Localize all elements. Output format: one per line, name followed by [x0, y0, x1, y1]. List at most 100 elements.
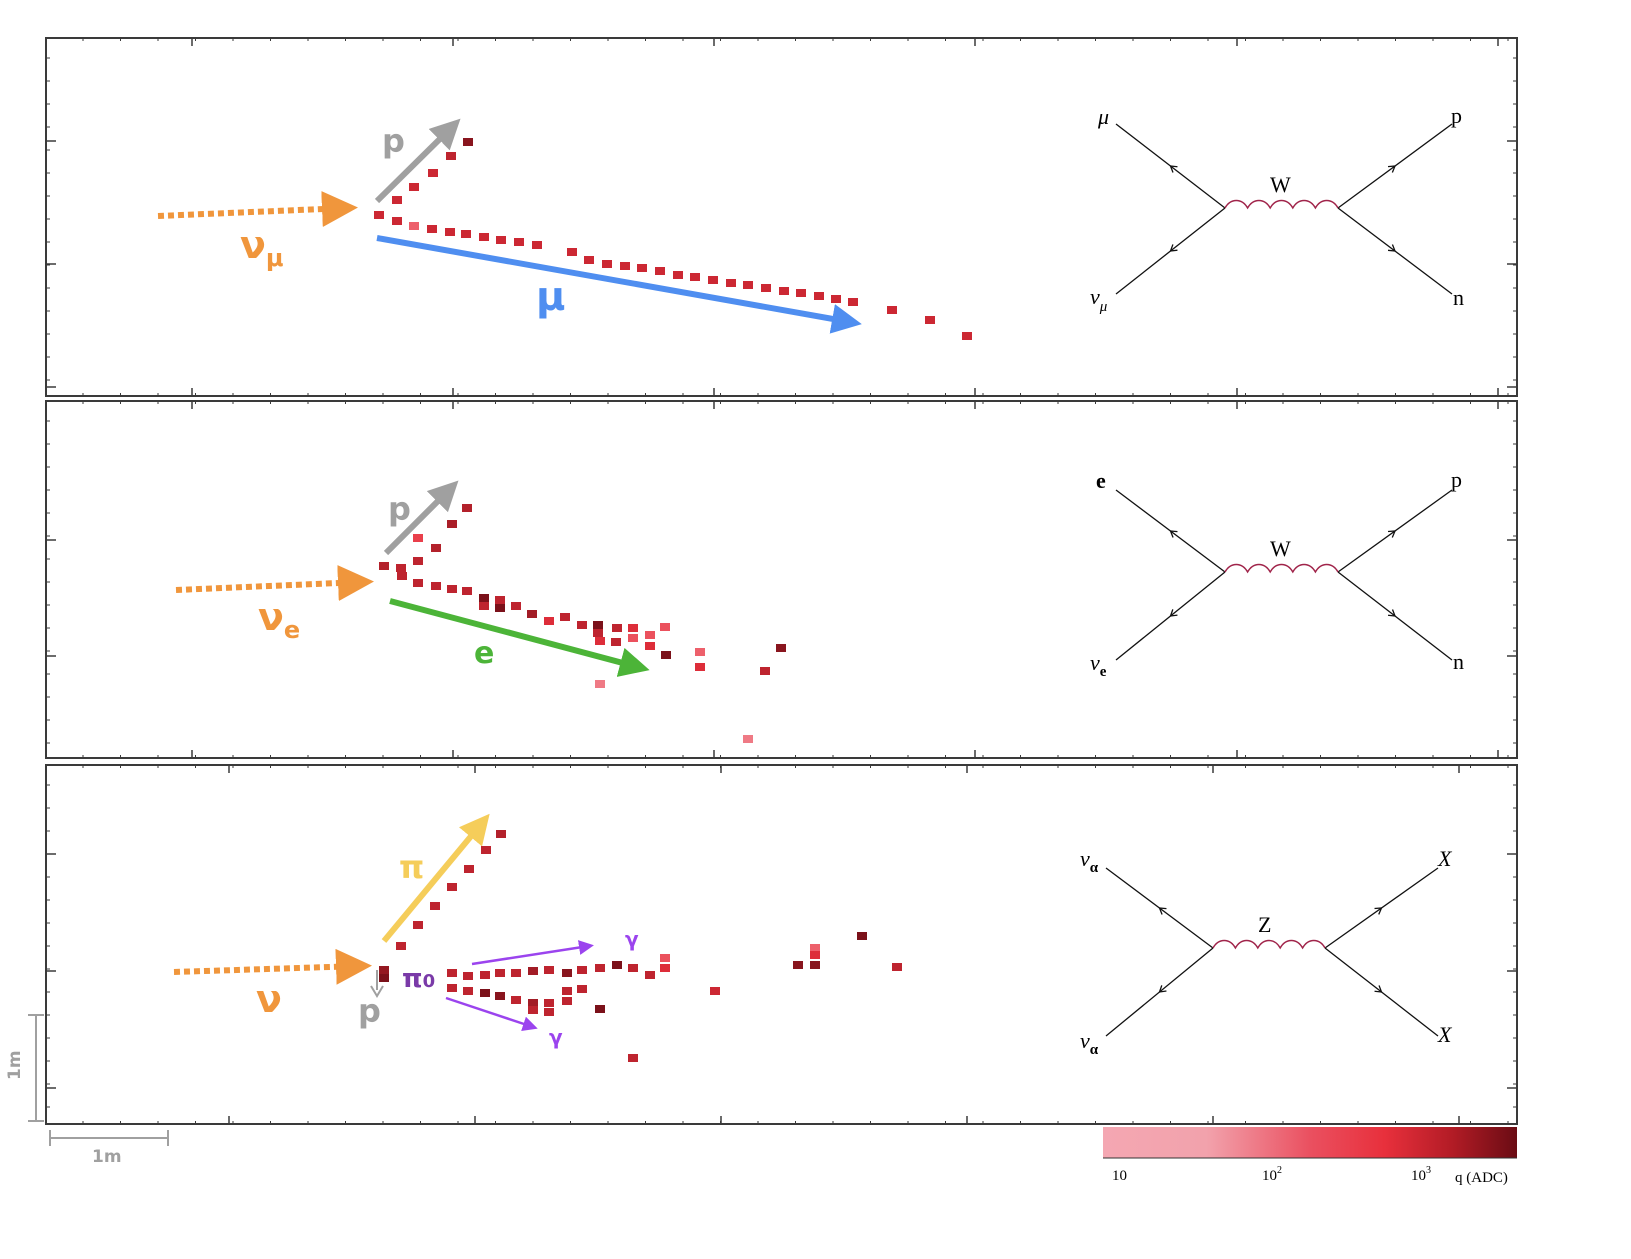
- colorbar: 10 102 103 q (ADC): [1103, 1127, 1517, 1186]
- hit: [810, 961, 820, 969]
- hit: [409, 222, 419, 230]
- hit: [528, 1006, 538, 1014]
- neutrino-label: ν: [256, 977, 282, 1021]
- hit: [427, 225, 437, 233]
- hit: [446, 152, 456, 160]
- hit: [810, 944, 820, 952]
- hit: [462, 504, 472, 512]
- hit: [848, 298, 858, 306]
- hit: [514, 238, 524, 246]
- hit: [413, 557, 423, 565]
- fermion-arrow: [1169, 609, 1178, 617]
- scale-bar-vertical-label: 1m: [5, 1050, 25, 1080]
- neutrino-arrow: [175, 565, 374, 602]
- panel-frame: [45, 400, 1518, 759]
- boson-propagator: [1224, 199, 1339, 210]
- hit: [511, 969, 521, 977]
- feynman-diagram-numu-cc: μ νμ p n W: [1090, 103, 1464, 315]
- hit: [496, 236, 506, 244]
- fermion-arrow: [1158, 907, 1167, 915]
- hit: [602, 260, 612, 268]
- feynman-label-top-right: X: [1437, 846, 1453, 871]
- hit: [743, 735, 753, 743]
- hit: [511, 602, 521, 610]
- hit: [447, 883, 457, 891]
- hit: [544, 1008, 554, 1016]
- feynman-label-bottom-left: νμ: [1090, 284, 1108, 315]
- hit: [810, 951, 820, 959]
- hit: [726, 279, 736, 287]
- hit: [628, 1054, 638, 1062]
- panel-frames: [45, 37, 1518, 1125]
- hit: [396, 942, 406, 950]
- pion-arrow: [381, 813, 490, 943]
- hit: [761, 284, 771, 292]
- hit: [495, 596, 505, 604]
- feynman-label-top-left: e: [1096, 468, 1106, 493]
- hit: [447, 969, 457, 977]
- hit: [760, 667, 770, 675]
- hit: [593, 629, 603, 637]
- hit: [379, 966, 389, 974]
- colorbar-tick-10: 10: [1112, 1168, 1127, 1184]
- pi0-label: π0: [402, 964, 435, 994]
- feynman-label-bottom-right: n: [1453, 285, 1464, 310]
- feynman-label-bottom-left: να: [1080, 1028, 1099, 1058]
- panel-frame: [45, 37, 1518, 397]
- hit: [584, 256, 594, 264]
- hit: [413, 534, 423, 542]
- hit: [660, 623, 670, 631]
- hit: [776, 644, 786, 652]
- hit: [431, 544, 441, 552]
- hit: [577, 621, 587, 629]
- hit: [479, 594, 489, 602]
- hit: [430, 902, 440, 910]
- fermion-arrow: [1387, 165, 1397, 173]
- muon-arrow: [376, 235, 862, 334]
- hit: [595, 1005, 605, 1013]
- photon-label-2: γ: [549, 1025, 563, 1049]
- hit: [479, 602, 489, 610]
- electron-arrow: [389, 598, 650, 677]
- hit: [695, 648, 705, 656]
- hit: [620, 262, 630, 270]
- pion-label: π: [399, 848, 424, 886]
- photon-arrow-1: [471, 940, 594, 966]
- hit: [925, 316, 935, 324]
- hit: [495, 969, 505, 977]
- hit: [413, 579, 423, 587]
- hit: [743, 281, 753, 289]
- colorbar-gradient: [1103, 1127, 1517, 1158]
- feynman-label-top-right: p: [1451, 467, 1462, 492]
- hit: [544, 966, 554, 974]
- hit: [562, 987, 572, 995]
- proton-arrow: [374, 118, 461, 204]
- hit: [612, 624, 622, 632]
- hit: [695, 663, 705, 671]
- hit: [690, 273, 700, 281]
- hit: [814, 292, 824, 300]
- hit: [887, 306, 897, 314]
- fermion-arrow: [1387, 609, 1396, 617]
- feynman-diagram-nue-cc: e νe p n W: [1090, 467, 1464, 680]
- hit: [673, 271, 683, 279]
- fermion-arrow: [1158, 985, 1167, 993]
- hit: [511, 996, 521, 1004]
- hit: [655, 267, 665, 275]
- hit: [628, 964, 638, 972]
- hit: [637, 264, 647, 272]
- hit: [593, 621, 603, 629]
- hit: [528, 999, 538, 1007]
- hit: [445, 228, 455, 236]
- hit: [628, 624, 638, 632]
- hit: [544, 617, 554, 625]
- colorbar-tick-100: 102: [1262, 1165, 1282, 1184]
- proton-arrow: [383, 480, 459, 556]
- colorbar-tick-1000: 103: [1411, 1165, 1431, 1184]
- feynman-label-bottom-left: νe: [1090, 650, 1107, 680]
- panel-frame: [45, 764, 1518, 1125]
- hit: [397, 572, 407, 580]
- feynman-boson-label: Z: [1258, 912, 1271, 937]
- proton-label: p: [358, 992, 381, 1030]
- fermion-arrow: [1374, 985, 1383, 993]
